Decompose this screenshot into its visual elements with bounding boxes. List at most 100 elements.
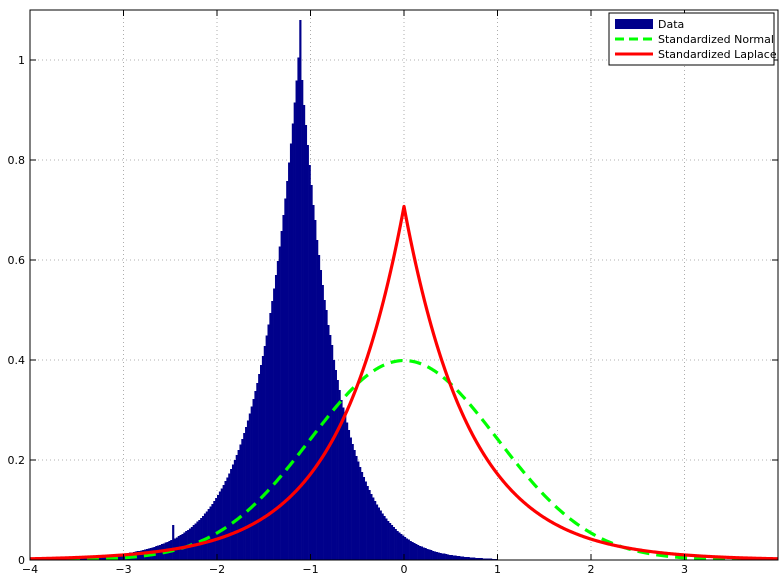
histogram-bar [239,444,242,560]
histogram-bar [338,390,341,560]
histogram-bar [422,547,425,560]
histogram-bar [245,427,248,560]
histogram-bar [484,558,487,560]
histogram-bar [390,525,394,560]
histogram-bar [435,552,438,560]
histogram-bar [80,558,83,560]
histogram-bar [331,345,334,560]
histogram-bar [254,391,257,560]
histogram-bar [121,554,124,560]
histogram-bar [490,558,493,560]
histogram-bar [366,486,369,560]
histogram-bar [274,275,278,560]
normal-curve [30,358,778,560]
histogram-bar [360,472,364,560]
histogram-bar [385,518,388,560]
histogram-bar [486,558,489,560]
histogram-bar [198,520,201,560]
histogram-bar [458,556,461,560]
x-tick-label: 1 [494,563,501,576]
histogram-bar [359,467,362,560]
histogram-bar [258,374,261,560]
histogram-bar [454,555,457,560]
histogram-bar [273,288,276,560]
histogram-bar [445,554,448,560]
histogram-bar [138,551,141,560]
x-tick-label: 0 [401,563,408,576]
x-tick-label: 3 [681,563,688,576]
histogram-bar [233,460,236,560]
legend-swatch-data [615,19,653,29]
axis-ticks: −4 −3 −2 −1 0 1 2 3 0 0.2 0.4 0.6 0.8 1 [8,10,778,576]
histogram-bar [310,185,313,560]
legend-label: Standardized Normal [658,33,774,46]
histogram-bar [117,554,121,560]
histogram-bar [424,548,427,560]
histogram-bar [405,538,409,560]
histogram-bar [218,491,222,560]
y-tick-label: 0 [18,554,25,567]
x-tick-label: 2 [588,563,595,576]
histogram-bar [243,433,246,560]
histogram-bar [353,450,356,560]
histogram-bar [439,553,442,560]
histogram-bar [288,162,291,560]
histogram-bar [231,464,235,560]
histogram-bar [196,521,199,560]
histogram-bar [332,360,336,560]
legend-label: Data [658,18,684,31]
histogram-bar [248,413,251,560]
laplace-curve [30,204,778,560]
histogram-bar [383,516,386,560]
x-tick-label: −3 [115,563,131,576]
histogram-bar [237,450,240,560]
histogram-bar [136,551,139,560]
histogram-bar [480,558,483,560]
histogram-bar [119,554,122,560]
histogram-bar [102,556,106,560]
histogram-bar [351,444,354,560]
density-curves [30,204,778,560]
histogram-bar [375,504,379,560]
histogram-bar [346,422,349,560]
histogram-bar [344,415,347,560]
legend: Data Standardized Normal Standardized Lapl… [608,12,777,66]
histogram-bar [203,513,207,560]
histogram-bar [250,406,253,560]
histogram-bar [447,554,450,560]
histogram-bar [398,532,401,560]
y-tick-label: 0.2 [8,454,26,467]
histogram-bar [314,220,317,560]
histogram-bar [377,507,380,560]
histogram-bar [415,544,418,560]
histogram-bar [389,523,392,560]
histogram-bar [461,556,465,560]
histogram-bar [475,558,478,560]
legend-label: Standardized Laplace [658,48,777,61]
histogram-bar [256,383,259,560]
histogram-bar [304,125,308,560]
histogram-bar [317,255,321,560]
histogram-bar [297,57,300,560]
histogram-bar [327,325,330,560]
histogram-bar [372,497,375,560]
histogram-bar [301,80,304,560]
histogram-bar [443,553,446,560]
histogram-bar [205,511,208,560]
y-tick-label: 0.4 [8,354,26,367]
histogram-bar [340,400,343,560]
histogram-bar [381,513,384,560]
plot-area [30,10,778,560]
histogram-bar [142,550,145,560]
histogram-bar [428,549,431,560]
histogram-bar [394,529,397,560]
histogram-bar [319,270,323,560]
histogram-bar [228,473,231,560]
histogram-bar [362,477,366,560]
histogram-bar [84,558,87,560]
histogram-bar [349,437,352,560]
histogram-bar [209,506,212,560]
histogram-bar [303,105,306,560]
histogram-bar [192,525,195,560]
